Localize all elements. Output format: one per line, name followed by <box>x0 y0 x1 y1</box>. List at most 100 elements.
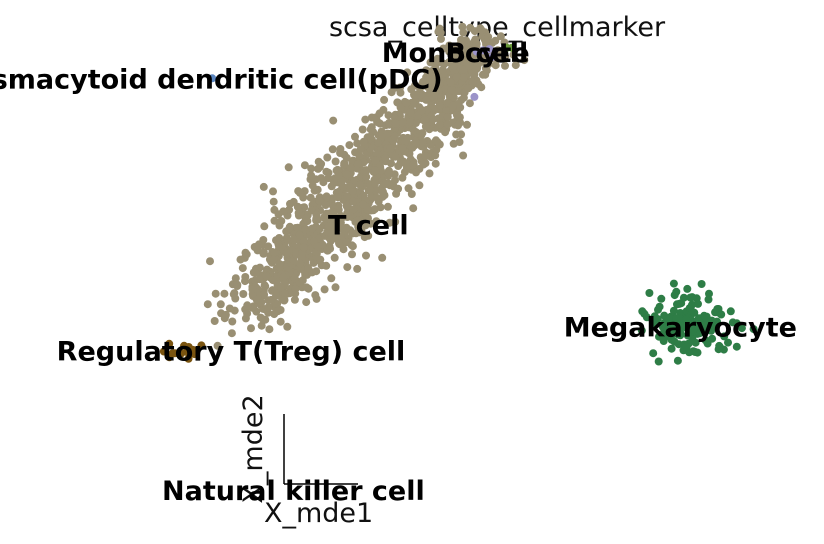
data-point <box>470 27 479 36</box>
data-point <box>431 64 439 73</box>
data-point <box>355 152 364 160</box>
data-point <box>331 157 340 166</box>
data-point <box>262 272 271 280</box>
data-point <box>190 350 199 359</box>
data-point <box>280 289 289 298</box>
data-point <box>293 223 302 232</box>
data-point <box>459 151 468 160</box>
data-point <box>282 249 291 258</box>
data-point <box>335 239 343 248</box>
data-point <box>441 85 450 94</box>
data-point <box>438 65 447 74</box>
data-point <box>373 149 382 158</box>
data-point <box>315 225 324 233</box>
data-point <box>406 108 415 117</box>
data-point <box>501 61 509 70</box>
data-point <box>380 95 389 104</box>
data-point <box>342 170 351 179</box>
data-point <box>371 156 380 165</box>
data-point <box>732 342 741 351</box>
data-point <box>264 242 273 251</box>
series-regulatory-t-treg-cell <box>159 339 206 363</box>
data-point <box>270 248 279 257</box>
data-point <box>443 113 452 121</box>
data-point <box>313 242 322 251</box>
data-point <box>417 106 426 115</box>
data-point <box>165 353 174 362</box>
data-point <box>459 65 468 74</box>
data-point <box>343 213 352 221</box>
data-point <box>342 238 351 247</box>
data-point <box>384 111 393 120</box>
data-point <box>481 70 490 79</box>
data-point <box>453 87 462 95</box>
data-point <box>323 246 332 255</box>
data-point <box>726 307 735 316</box>
data-point <box>349 197 358 206</box>
data-point <box>289 197 298 206</box>
data-point <box>403 68 412 77</box>
data-point <box>381 180 390 189</box>
data-point <box>256 313 265 322</box>
data-point <box>691 338 700 347</box>
data-point <box>353 264 362 273</box>
data-point <box>322 261 331 270</box>
data-point <box>394 184 403 193</box>
data-point <box>248 285 257 294</box>
data-point <box>409 99 418 108</box>
data-point <box>208 74 217 83</box>
data-point <box>210 317 219 325</box>
data-point <box>654 357 663 366</box>
data-point <box>391 152 400 161</box>
data-point <box>435 120 444 129</box>
data-point <box>307 164 316 173</box>
data-point <box>306 193 315 202</box>
data-point <box>241 277 249 286</box>
data-point <box>268 276 277 285</box>
data-point <box>390 170 399 179</box>
data-point <box>675 327 684 336</box>
data-point <box>448 101 457 110</box>
data-point <box>233 280 242 289</box>
data-point <box>348 242 357 251</box>
data-point <box>683 284 692 293</box>
data-point <box>294 209 303 217</box>
data-point <box>402 98 411 107</box>
cluster-label: Plasmacytoid dendritic cell(pDC) <box>0 65 443 96</box>
data-point <box>259 236 268 244</box>
data-point <box>491 61 500 70</box>
data-point <box>291 285 300 294</box>
data-point <box>327 229 335 238</box>
series-plasmacytoid-dendritic-cell-pdc <box>208 74 217 83</box>
data-point <box>431 159 440 168</box>
data-point <box>493 46 502 55</box>
data-point <box>333 193 342 202</box>
data-point <box>231 274 240 283</box>
data-point <box>304 264 313 273</box>
data-point <box>694 299 702 308</box>
data-point <box>407 85 416 94</box>
data-point <box>452 73 461 82</box>
data-point <box>356 180 365 189</box>
data-point <box>426 58 435 67</box>
points-layer <box>159 22 758 366</box>
data-point <box>348 250 356 259</box>
data-point <box>274 210 283 219</box>
data-point <box>437 34 445 43</box>
data-point <box>686 293 695 302</box>
data-point <box>370 179 379 188</box>
data-point <box>241 248 250 257</box>
data-point <box>749 325 758 334</box>
data-point <box>470 92 479 101</box>
data-point <box>714 345 723 354</box>
data-point <box>311 291 320 300</box>
data-point <box>348 187 357 196</box>
data-point <box>435 101 444 110</box>
data-point <box>323 153 332 162</box>
data-point <box>711 308 720 317</box>
data-point <box>362 251 370 260</box>
data-point <box>346 163 355 172</box>
data-point <box>353 160 362 169</box>
data-point <box>269 255 278 264</box>
data-point <box>481 38 490 47</box>
